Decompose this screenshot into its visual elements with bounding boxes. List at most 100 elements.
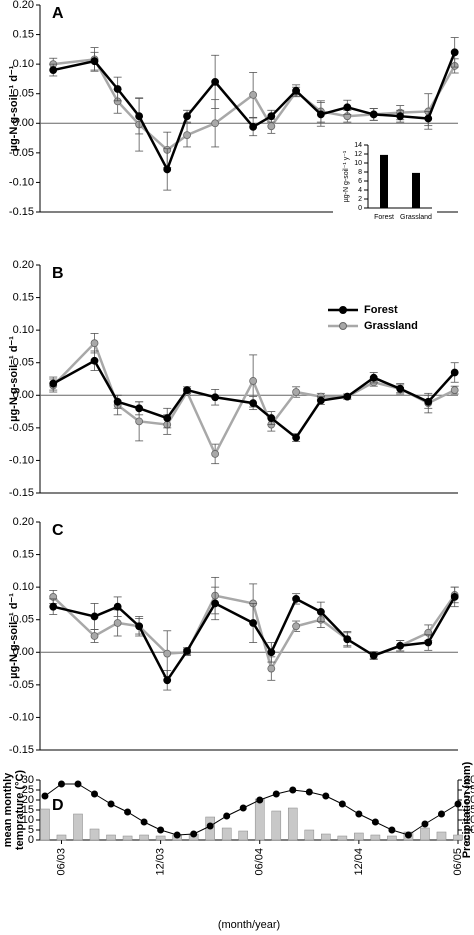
legend-label: Grassland: [364, 320, 418, 332]
y-tick-label: 20: [22, 794, 34, 806]
temperature-point: [322, 792, 330, 800]
y-tick-label: 0.10: [13, 58, 34, 70]
data-point: [113, 619, 122, 627]
y-tick-label: 15: [22, 804, 34, 816]
data-point: [49, 602, 58, 611]
y2-tick-label: 100: [464, 814, 474, 826]
precip-bar: [238, 830, 249, 841]
temperature-line: [44, 783, 459, 836]
data-point: [49, 379, 58, 388]
data-point: [183, 131, 191, 140]
data-point: [249, 619, 258, 627]
data-point: [396, 112, 405, 121]
data-point: [343, 392, 352, 401]
temperature-point: [91, 790, 99, 798]
temperature-point: [57, 780, 65, 788]
data-point: [343, 103, 352, 112]
series-line: [52, 596, 456, 683]
data-point: [450, 593, 459, 601]
data-point: [316, 110, 325, 119]
precip-bar: [304, 829, 315, 841]
data-point: [211, 599, 220, 608]
data-point: [211, 450, 220, 458]
y-tick-label: 0.05: [13, 88, 34, 100]
y-tick-label: -0.10: [9, 711, 34, 723]
y-axis-label: µg-N g-soil⁻¹ d⁻¹: [8, 593, 20, 679]
data-point: [424, 638, 433, 647]
data-point: [135, 417, 144, 426]
y2-tick-label: 50: [464, 824, 474, 836]
y-tick-label: 0.10: [13, 324, 34, 336]
x-tick-label: 12/04: [353, 848, 365, 876]
data-point: [343, 635, 352, 644]
y-tick-label: -0.05: [9, 147, 34, 159]
y-tick-label: 0.15: [13, 548, 34, 560]
data-point: [49, 66, 58, 74]
data-point: [369, 651, 378, 660]
temperature-point: [289, 786, 297, 794]
precip-bar: [56, 834, 67, 841]
precip-bar: [155, 835, 166, 841]
precip-bar: [436, 831, 447, 841]
y-axis-label: mean monthly: [2, 772, 14, 847]
y-tick-label: 10: [354, 160, 362, 167]
y2-tick-label: 300: [464, 774, 474, 786]
temperature-point: [223, 812, 231, 820]
data-point: [163, 414, 172, 422]
y-tick-label: -0.15: [9, 744, 34, 756]
temperature-point: [74, 780, 82, 788]
y-tick-label: 10: [22, 814, 34, 826]
y2-tick-label: 0: [464, 834, 470, 846]
precip-bar: [106, 834, 116, 841]
data-point: [183, 112, 191, 121]
y-tick-label: 0.05: [13, 357, 34, 369]
y-tick-label: -0.15: [9, 206, 34, 218]
legend-label: Forest: [364, 304, 398, 316]
precip-bar: [321, 833, 331, 841]
temperature-point: [437, 810, 445, 818]
data-point: [450, 386, 459, 394]
data-point: [267, 414, 276, 422]
data-point: [163, 649, 172, 658]
temperature-point: [140, 818, 148, 826]
data-point: [267, 122, 276, 131]
y-tick-label: -0.10: [9, 454, 34, 466]
y-tick-label: 0.20: [13, 516, 34, 528]
data-point: [316, 607, 325, 616]
temperature-point: [190, 830, 198, 838]
y-tick-label: 0.00: [13, 117, 34, 129]
precip-bar: [122, 835, 133, 841]
data-point: [163, 165, 172, 174]
data-point: [249, 377, 258, 385]
y2-tick-label: 200: [464, 794, 474, 806]
temperature-point: [404, 831, 412, 839]
y-tick-label: 14: [354, 142, 362, 149]
data-point: [113, 85, 122, 93]
temperature-point: [272, 790, 280, 798]
legend-marker: [339, 322, 347, 330]
data-point: [424, 114, 433, 123]
y-axis-label: µg-N g-soil⁻¹ d⁻¹: [8, 336, 20, 422]
data-point: [396, 384, 405, 393]
y-tick-label: 30: [22, 774, 34, 786]
data-point: [113, 397, 122, 406]
data-point: [267, 112, 276, 121]
data-point: [292, 622, 300, 631]
temperature-point: [157, 826, 165, 834]
temperature-point: [421, 820, 429, 828]
y-tick-label: -0.15: [9, 487, 34, 499]
temperature-point: [124, 808, 132, 816]
data-point: [267, 664, 276, 673]
data-point: [369, 373, 378, 382]
x-tick-label: 12/03: [155, 848, 167, 876]
data-point: [183, 386, 191, 394]
y2-tick-label: 250: [464, 784, 474, 796]
precip-bar: [221, 827, 232, 841]
temperature-point: [355, 810, 363, 818]
y-tick-label: 0.00: [13, 646, 34, 658]
data-point: [211, 77, 220, 86]
temperature-point: [107, 800, 115, 808]
data-point: [135, 622, 144, 631]
y-tick-label: 0: [358, 205, 362, 212]
precip-bar: [271, 810, 282, 841]
